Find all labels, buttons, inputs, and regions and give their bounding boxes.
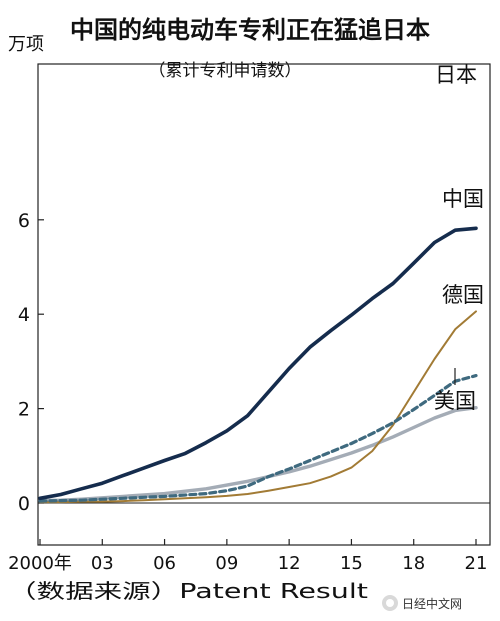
series-label-2: 德国	[442, 283, 484, 307]
series-label-1: 中国	[442, 187, 484, 211]
y-tick-label: 2	[18, 399, 30, 421]
series-line-0	[38, 226, 478, 501]
series-layer	[38, 226, 478, 504]
chart-title: 中国的纯电动车专利正在猛追日本	[70, 16, 430, 44]
x-tick-label: 09	[215, 553, 238, 574]
series-line-2	[38, 374, 478, 503]
series-line-1	[39, 310, 477, 504]
y-tick-label: 6	[18, 210, 30, 232]
plot-frame	[37, 63, 491, 546]
axes: 0 2 4 6 2000年 03 06 09 12 15 18 21	[8, 63, 491, 574]
watermark-text: 日经中文网	[402, 596, 463, 611]
series-label-3: 美国	[434, 389, 476, 413]
x-tick-label: 18	[402, 553, 425, 574]
chart-subtitle: （累计专利申请数）	[149, 61, 302, 81]
x-tick-label: 2000年	[8, 553, 72, 574]
x-tick-label: 12	[278, 553, 301, 574]
series-line-3	[38, 406, 478, 503]
x-tick-label: 06	[153, 553, 176, 574]
source-note: （数据来源）Patent Result	[8, 579, 368, 603]
x-tick-label: 15	[340, 553, 363, 574]
watermark: 日经中文网	[382, 592, 494, 614]
x-tick-label: 21	[465, 553, 488, 574]
y-tick-label: 4	[18, 304, 30, 326]
x-tick-label: 03	[91, 553, 114, 574]
y-axis-unit-label: 万项	[8, 34, 44, 55]
y-tick-label: 0	[18, 493, 30, 515]
wechat-icon	[382, 595, 398, 611]
series-label-0: 日本	[435, 63, 477, 87]
